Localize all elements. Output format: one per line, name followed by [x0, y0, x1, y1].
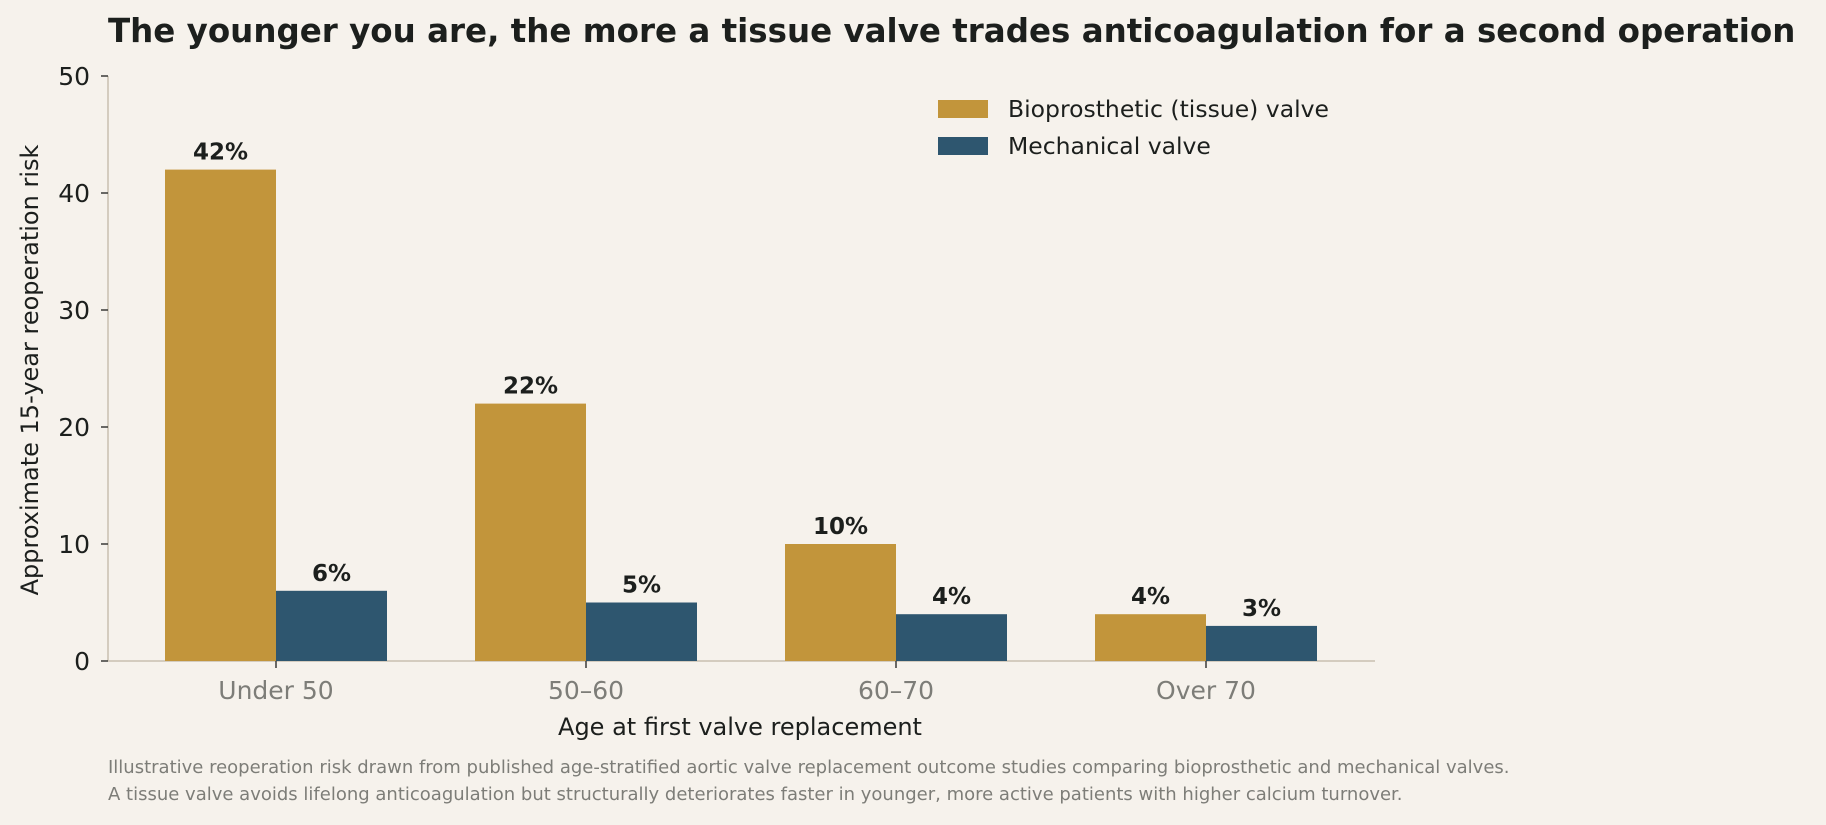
bar-labels: 42% 6% 22% 5% 10% 4% 4% 3% — [193, 140, 1281, 622]
bar — [165, 169, 276, 661]
x-tick-label: Over 70 — [1156, 676, 1256, 705]
bar-data-label: 42% — [193, 140, 248, 166]
chart-title: The younger you are, the more a tissue v… — [108, 12, 1796, 50]
y-tick-label: 20 — [58, 413, 90, 442]
bar — [896, 614, 1007, 661]
bar — [475, 403, 586, 661]
x-tick-label: 60–70 — [858, 676, 934, 705]
x-tick-label: 50–60 — [548, 676, 624, 705]
bar-data-label: 10% — [813, 514, 868, 540]
bar-data-label: 5% — [622, 573, 661, 599]
bar — [1206, 625, 1317, 661]
bar-data-label: 3% — [1242, 596, 1281, 622]
y-tick-label: 50 — [58, 62, 90, 91]
y-tick-label: 0 — [74, 647, 90, 676]
x-tick-label: Under 50 — [218, 676, 333, 705]
bar-data-label: 4% — [1131, 584, 1170, 610]
bar — [586, 602, 697, 661]
bar — [785, 544, 896, 661]
legend-swatch — [938, 100, 988, 118]
bar-data-label: 6% — [312, 561, 351, 587]
legend-swatch — [938, 137, 988, 155]
bars — [165, 169, 1317, 661]
footnote-source: Illustrative reoperation risk drawn from… — [108, 757, 1510, 778]
footnote-explanation: A tissue valve avoids lifelong anticoagu… — [108, 784, 1403, 805]
y-tick-label: 10 — [58, 530, 90, 559]
x-axis: Under 50 50–60 60–70 Over 70 — [108, 660, 1375, 705]
y-axis-label: Approximate 15-year reoperation risk — [16, 145, 44, 596]
y-axis: 0 10 20 30 40 50 — [58, 62, 109, 676]
x-axis-label: Age at first valve replacement — [558, 713, 922, 741]
legend-label: Mechanical valve — [1008, 132, 1211, 160]
bar-data-label: 4% — [932, 584, 971, 610]
bar — [276, 590, 387, 661]
legend-label: Bioprosthetic (tissue) valve — [1008, 95, 1329, 123]
y-tick-label: 30 — [58, 296, 90, 325]
y-tick-label: 40 — [58, 179, 90, 208]
bar-data-label: 22% — [503, 374, 558, 400]
bar — [1095, 614, 1206, 661]
legend: Bioprosthetic (tissue) valve Mechanical v… — [938, 95, 1329, 160]
